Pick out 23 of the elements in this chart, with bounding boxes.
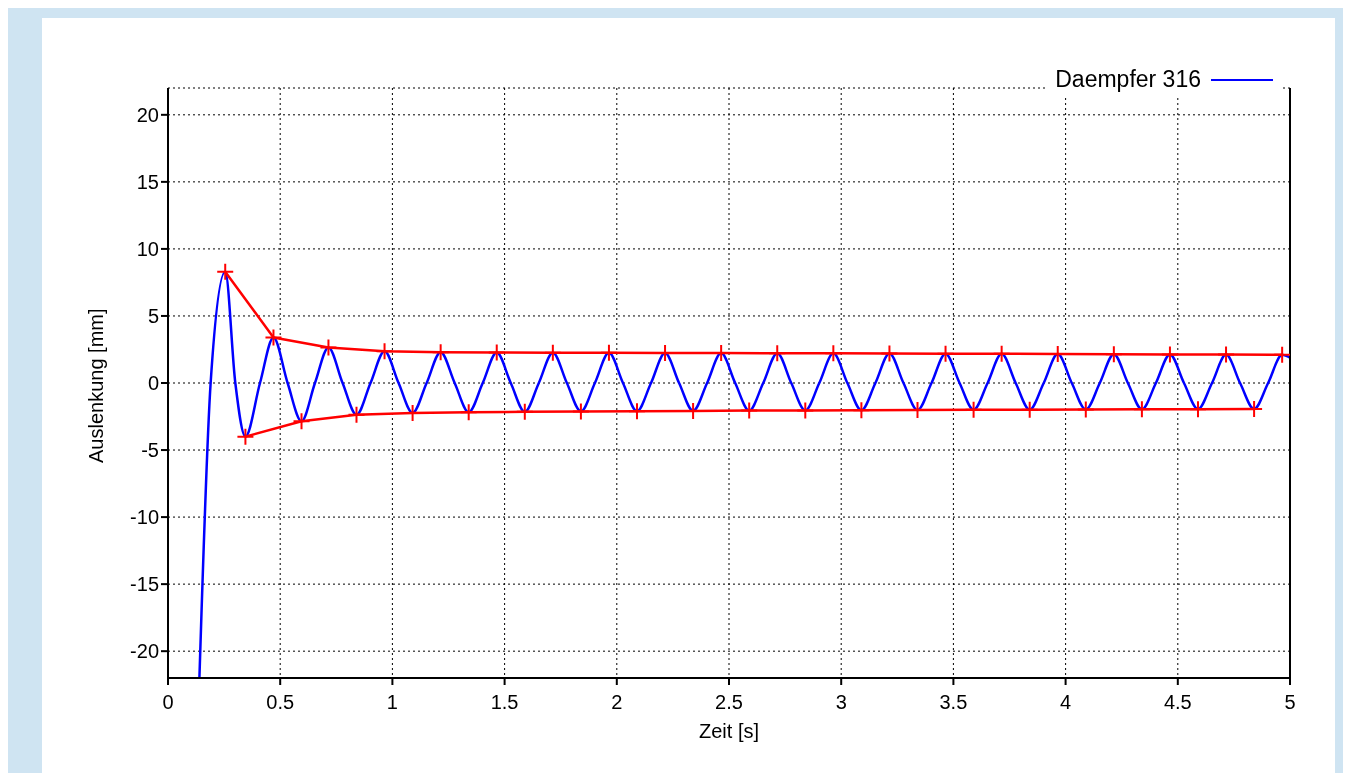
y-tick-label: 10 [136, 238, 159, 261]
x-tick-label: 3 [835, 691, 847, 714]
y-tick-label: -5 [141, 439, 159, 462]
y-tick-label: 5 [147, 305, 159, 328]
x-tick-label: 2 [611, 691, 623, 714]
y-axis-title: Auslenkung [mm] [85, 308, 108, 463]
x-tick-label: 5 [1284, 691, 1296, 714]
x-tick-label: 0.5 [266, 691, 295, 714]
y-tick-label: -10 [130, 506, 159, 529]
x-tick-label: 4.5 [1163, 691, 1192, 714]
y-tick-label: -15 [130, 573, 159, 596]
x-tick-label: 2.5 [715, 691, 743, 714]
x-tick-label: 1 [386, 691, 398, 714]
legend-label: Daempfer 316 [1055, 66, 1201, 93]
x-tick-label: 1.5 [490, 691, 519, 714]
y-tick-label: -20 [130, 640, 159, 663]
x-tick-label: 4 [1060, 691, 1072, 714]
x-tick-label: 3.5 [939, 691, 968, 714]
y-tick-label: 20 [136, 103, 159, 126]
y-tick-label: 0 [147, 372, 159, 395]
x-tick-label: 0 [162, 691, 174, 714]
y-tick-label: 15 [136, 170, 159, 193]
x-axis-title: Zeit [s] [698, 720, 760, 742]
